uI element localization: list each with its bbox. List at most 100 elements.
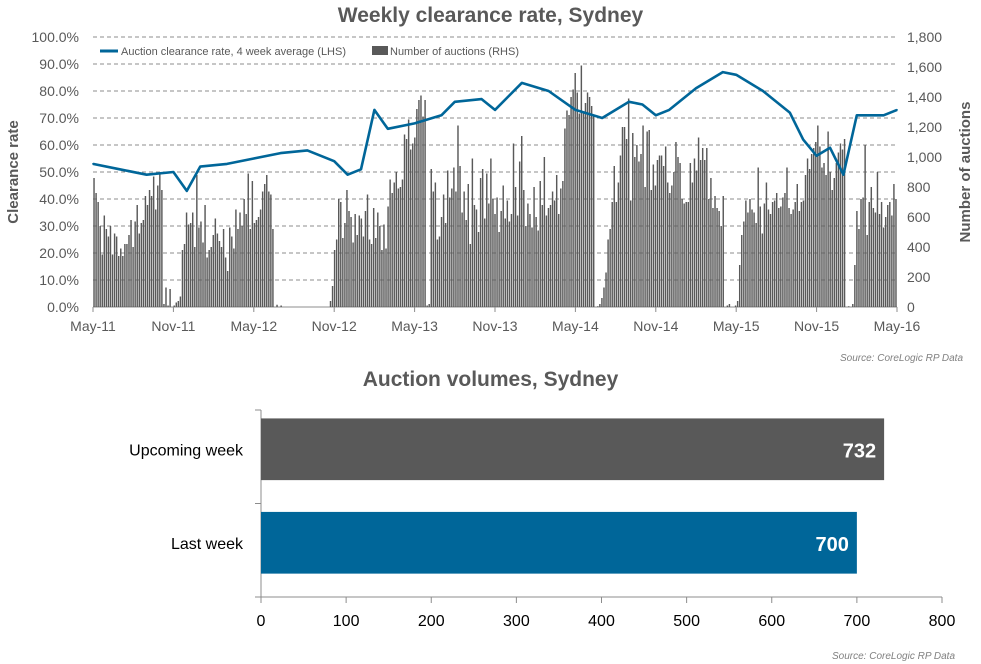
- auctions-bar: [825, 175, 827, 307]
- auctions-bar: [798, 211, 801, 307]
- auctions-bar: [891, 215, 893, 307]
- auctions-bar: [570, 97, 572, 307]
- auctions-bar: [432, 191, 435, 307]
- auctions-bar: [778, 208, 780, 307]
- auctions-bar: [673, 172, 675, 307]
- auctions-bar: [510, 214, 513, 307]
- y-left-tick-label: 10.0%: [39, 272, 79, 288]
- auctions-bar: [375, 238, 377, 307]
- clearance-rate-point: [721, 71, 724, 73]
- volume-bar: [261, 418, 885, 481]
- auctions-bar: [623, 127, 626, 307]
- auctions-bar: [455, 191, 457, 307]
- y-left-tick-label: 100.0%: [32, 29, 79, 45]
- auctions-bar: [444, 223, 447, 307]
- auctions-bar: [687, 202, 690, 307]
- auctions-bar: [362, 236, 365, 307]
- auctions-bar: [765, 182, 768, 307]
- clearance-rate-point: [788, 111, 791, 114]
- auctions-bar: [405, 139, 408, 307]
- auctions-bar: [796, 184, 798, 307]
- auctions-bar: [605, 272, 607, 307]
- auctions-bar: [634, 157, 636, 307]
- auctions-bar: [726, 305, 729, 307]
- auctions-bar: [810, 154, 813, 307]
- clearance-rate-point: [574, 109, 577, 111]
- auctions-bar: [508, 221, 511, 307]
- auctions-bar: [492, 199, 494, 307]
- auctions-bar: [806, 158, 809, 307]
- auctions-bar: [539, 181, 541, 307]
- auctions-bar: [564, 128, 566, 307]
- auctions-bar: [734, 305, 737, 307]
- auctions-bar: [566, 110, 568, 307]
- auctions-bar: [192, 212, 194, 307]
- auctions-bar: [615, 202, 618, 307]
- auctions-bar: [360, 218, 363, 307]
- auctions-bar: [389, 179, 391, 307]
- auctions-bar: [465, 220, 467, 307]
- auctions-bar: [531, 227, 533, 307]
- auctions-bar: [134, 221, 136, 307]
- auctions-bar: [126, 244, 128, 307]
- auctions-bar: [241, 226, 243, 307]
- y-right-tick-label: 800: [907, 179, 931, 195]
- x-tick-label: 0: [257, 613, 266, 630]
- x-tick-label: Nov-14: [633, 318, 678, 334]
- auctions-bar: [494, 214, 496, 307]
- auctions-bar: [683, 203, 685, 307]
- auctions-bar: [169, 289, 171, 307]
- auctions-bar: [714, 196, 716, 307]
- auctions-bar: [253, 223, 256, 307]
- auctions-bar: [196, 175, 198, 307]
- auctions-bar: [685, 202, 687, 307]
- auctions-bar: [479, 178, 482, 307]
- auctions-bar: [504, 218, 507, 307]
- auctions-bar: [716, 208, 718, 307]
- auctions-bar: [165, 287, 167, 307]
- auctions-bar: [490, 158, 492, 307]
- auctions-bar: [689, 163, 692, 307]
- auctions-bar: [354, 214, 356, 307]
- auctions-bar: [124, 244, 126, 307]
- auctions-bar: [627, 98, 630, 307]
- clearance-rate-point: [118, 168, 121, 171]
- auctions-bar: [568, 115, 570, 307]
- auctions-bar: [506, 200, 509, 307]
- x-tick-label: 600: [758, 613, 785, 630]
- auctions-bar: [385, 248, 387, 307]
- auctions-bar: [697, 137, 700, 307]
- auctions-bar: [769, 214, 772, 307]
- auctions-bar: [617, 182, 620, 307]
- auctions-bar: [541, 205, 544, 307]
- auctions-bar: [611, 202, 613, 307]
- y-left-tick-label: 70.0%: [39, 110, 79, 126]
- auctions-bar: [537, 230, 539, 307]
- auctions-bar: [632, 133, 634, 307]
- auctions-bar: [418, 100, 420, 307]
- y-left-tick-label: 0.0%: [47, 299, 79, 315]
- auctions-bar: [882, 227, 885, 307]
- auctions-bar: [453, 167, 455, 307]
- auctions-bar: [331, 286, 334, 307]
- auctions-bar: [231, 236, 233, 307]
- y-left-tick-label: 60.0%: [39, 137, 79, 153]
- auctions-bar: [597, 306, 599, 307]
- auctions-bar: [817, 125, 819, 307]
- clearance-rate-point: [855, 114, 858, 117]
- auctions-bar: [416, 109, 418, 307]
- auctions-bar: [831, 190, 833, 307]
- auctions-bar: [401, 179, 404, 307]
- y-right-axis-title: Number of auctions: [957, 102, 974, 243]
- auctions-bar: [708, 199, 710, 307]
- auctions-bar: [712, 208, 714, 307]
- auctions-bar: [625, 139, 628, 307]
- auctions-bar: [488, 203, 490, 307]
- clearance-rate-point: [494, 109, 496, 111]
- auctions-bar: [428, 304, 430, 307]
- clearance-rate-point: [601, 117, 604, 119]
- auctions-bar: [745, 200, 747, 307]
- auctions-bar: [152, 176, 155, 307]
- auctions-bar: [876, 172, 879, 307]
- auctions-bar: [434, 182, 437, 307]
